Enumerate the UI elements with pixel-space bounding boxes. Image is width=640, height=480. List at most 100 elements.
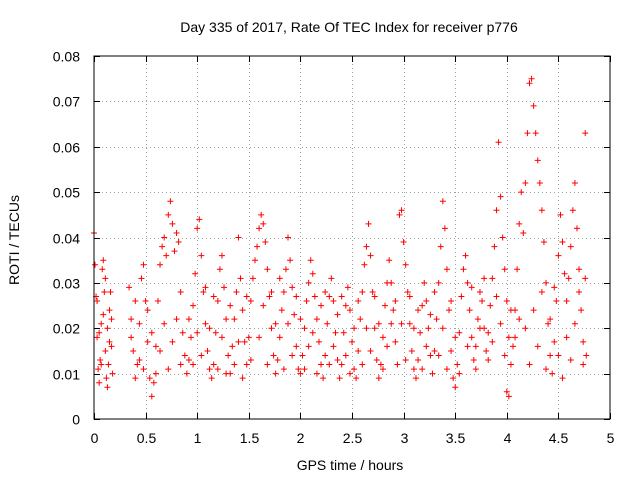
data-point	[421, 279, 428, 286]
data-point	[109, 370, 116, 377]
data-point	[483, 347, 490, 354]
data-point	[96, 329, 103, 336]
data-point	[460, 266, 467, 273]
data-point	[371, 293, 378, 300]
x-tick-label: 0	[91, 430, 99, 446]
data-point	[148, 393, 155, 400]
data-point	[154, 298, 161, 305]
data-point	[526, 80, 533, 87]
data-point	[108, 343, 115, 350]
data-point	[309, 329, 316, 336]
data-point	[530, 307, 537, 314]
data-point	[388, 279, 395, 286]
y-tick-label: 0.02	[53, 321, 80, 337]
data-point	[175, 239, 182, 246]
data-point	[206, 325, 213, 332]
data-point	[443, 366, 450, 373]
data-point	[98, 361, 105, 368]
data-point	[247, 357, 254, 364]
data-point	[280, 288, 287, 295]
data-point	[452, 384, 459, 391]
data-point	[344, 284, 351, 291]
data-point	[415, 307, 422, 314]
data-point	[464, 343, 471, 350]
data-point	[357, 316, 364, 323]
data-point	[293, 293, 300, 300]
data-point	[520, 229, 527, 236]
data-point	[216, 266, 223, 273]
data-point	[128, 316, 135, 323]
data-point	[522, 325, 529, 332]
data-point	[571, 180, 578, 187]
data-point	[138, 275, 145, 282]
data-point	[251, 257, 258, 264]
data-point	[163, 252, 170, 259]
data-point	[218, 252, 225, 259]
data-point	[268, 288, 275, 295]
data-points	[91, 75, 590, 400]
data-point	[165, 211, 172, 218]
data-point	[382, 302, 389, 309]
data-point	[406, 320, 413, 327]
data-point	[468, 284, 475, 291]
data-point	[379, 366, 386, 373]
data-point	[567, 243, 574, 250]
data-point	[183, 370, 190, 377]
data-point	[94, 334, 101, 341]
data-point	[185, 316, 192, 323]
data-point	[196, 216, 203, 223]
data-point	[285, 320, 292, 327]
data-point	[369, 288, 376, 295]
data-point	[171, 248, 178, 255]
data-point	[446, 307, 453, 314]
data-point	[412, 375, 419, 382]
data-point	[549, 370, 556, 377]
data-point	[237, 275, 244, 282]
x-tick-label: 3.5	[446, 430, 466, 446]
x-tick-label: 1.5	[240, 430, 260, 446]
data-point	[107, 288, 114, 295]
data-point	[258, 211, 265, 218]
data-point	[576, 288, 583, 295]
data-point	[435, 352, 442, 359]
data-point	[417, 329, 424, 336]
data-point	[474, 316, 481, 323]
data-point	[571, 320, 578, 327]
data-point	[365, 220, 372, 227]
data-point	[561, 270, 568, 277]
data-point	[134, 361, 141, 368]
data-point	[332, 329, 339, 336]
x-tick-label: 4.5	[549, 430, 569, 446]
data-point	[456, 370, 463, 377]
data-point	[99, 266, 106, 273]
data-point	[190, 302, 197, 309]
data-point	[580, 361, 587, 368]
data-point	[315, 338, 322, 345]
data-point	[361, 261, 368, 268]
data-point	[448, 298, 455, 305]
data-point	[152, 343, 159, 350]
y-tick-label: 0.06	[53, 140, 80, 156]
data-point	[152, 370, 159, 377]
data-point	[132, 375, 139, 382]
data-point	[247, 298, 254, 305]
data-point	[140, 366, 147, 373]
data-point	[404, 288, 411, 295]
data-point	[375, 375, 382, 382]
data-point	[245, 334, 252, 341]
data-point	[330, 298, 337, 305]
data-point	[390, 307, 397, 314]
data-point	[231, 316, 238, 323]
data-point	[516, 316, 523, 323]
data-point	[530, 102, 537, 109]
data-point	[559, 375, 566, 382]
data-point	[326, 293, 333, 300]
data-point	[223, 316, 230, 323]
data-point	[491, 243, 498, 250]
data-point	[106, 338, 113, 345]
data-point	[410, 366, 417, 373]
data-point	[551, 338, 558, 345]
data-point	[282, 266, 289, 273]
data-point	[274, 357, 281, 364]
